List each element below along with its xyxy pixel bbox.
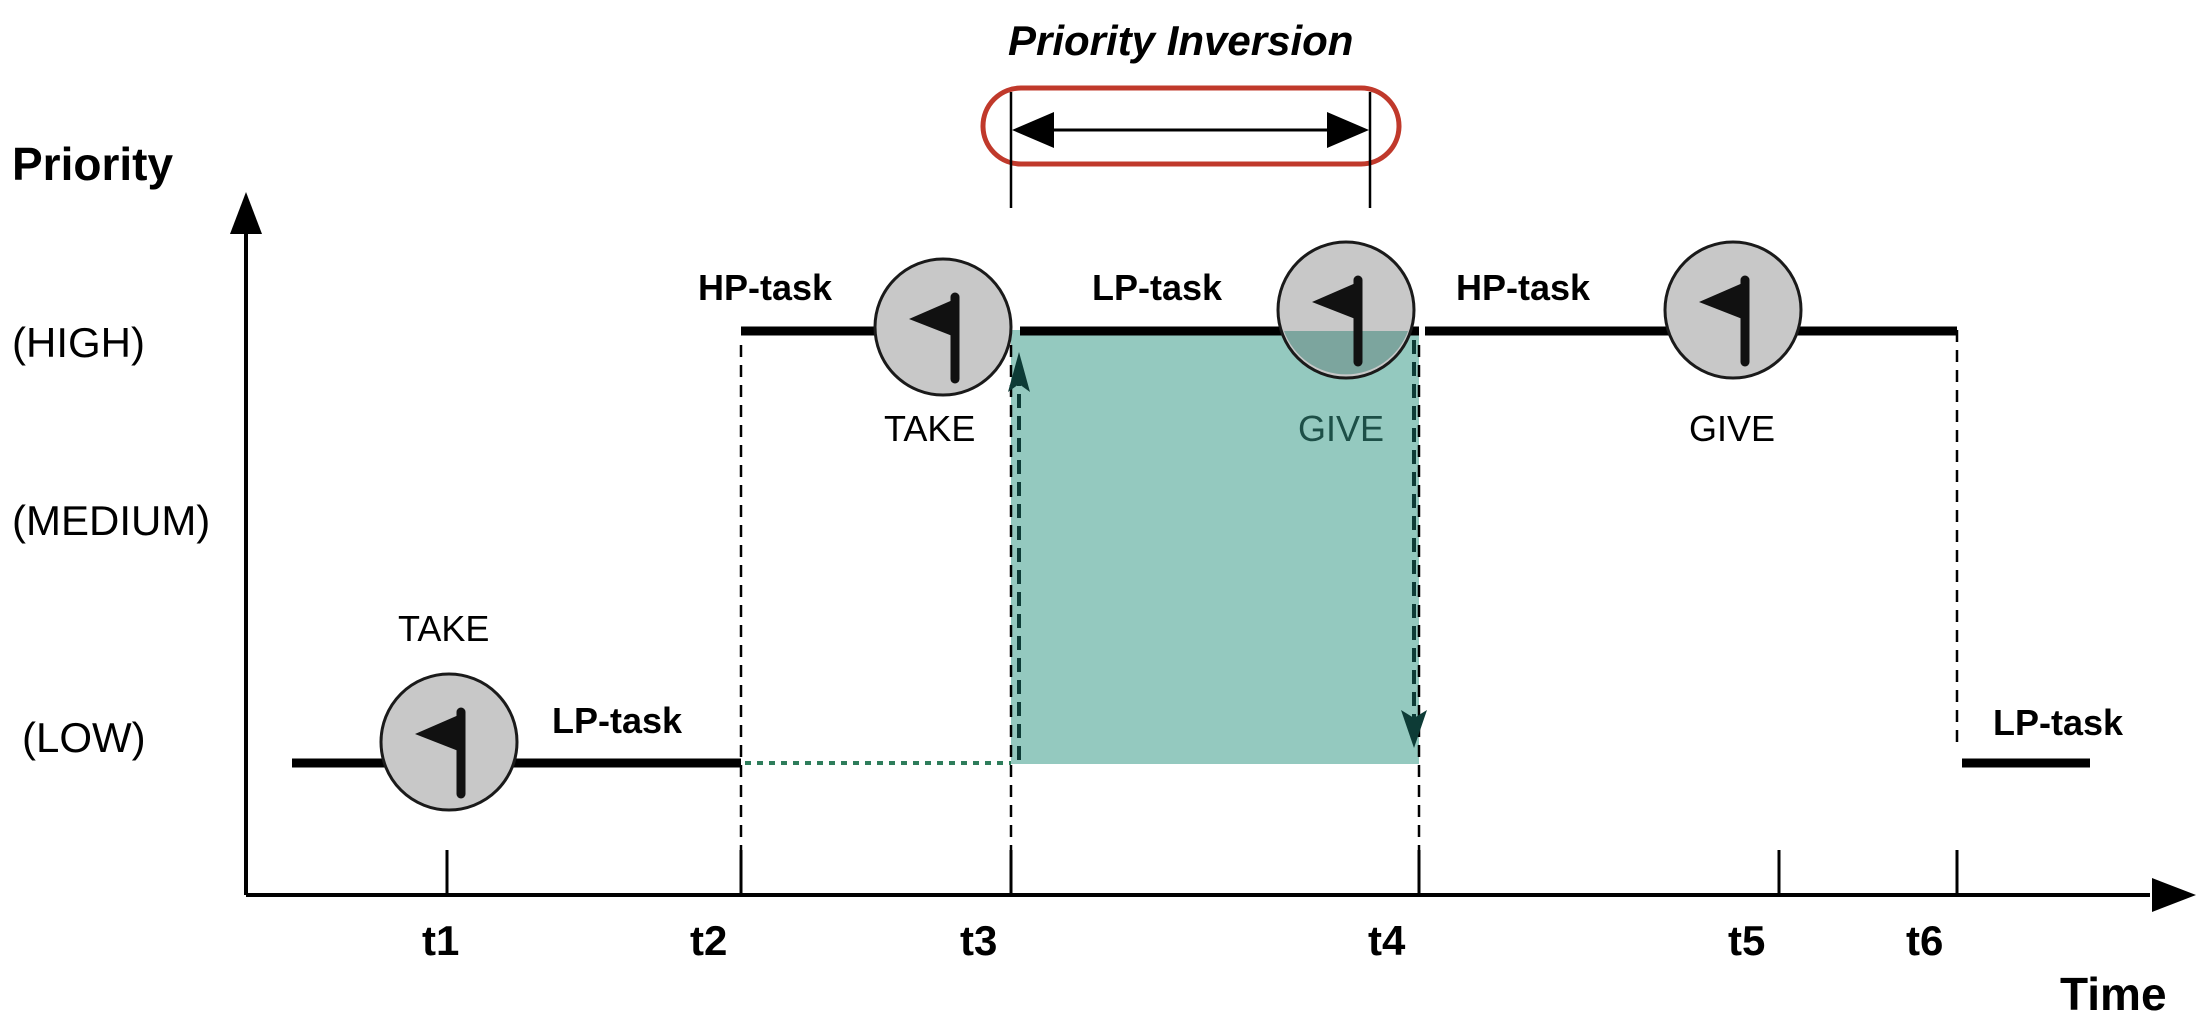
x-tick-t1: t1 (422, 917, 459, 964)
y-axis-title: Priority (12, 138, 173, 190)
y-level-medium: (MEDIUM) (12, 497, 210, 544)
flag-icon (875, 259, 1011, 395)
y-axis-arrow (230, 192, 262, 234)
flag-icon (1276, 240, 1416, 380)
y-level-high: (HIGH) (12, 319, 145, 366)
task-label-hp-2: HP-task (1456, 267, 1591, 308)
flag-icon (1665, 242, 1801, 378)
event-give-1: GIVE (1298, 408, 1384, 449)
task-label-lp-1: LP-task (552, 700, 683, 741)
inversion-region (1011, 330, 1419, 764)
x-axis-arrow (2152, 878, 2196, 912)
task-label-lp-3: LP-task (1993, 702, 2124, 743)
task-label-lp-2: LP-task (1092, 267, 1223, 308)
dashed-guides (739, 330, 1959, 895)
task-label-hp-1: HP-task (698, 267, 833, 308)
inversion-outline (980, 85, 1402, 167)
event-take-1: TAKE (398, 608, 489, 649)
flag-icon (381, 674, 517, 810)
x-tick-marks (445, 850, 1959, 895)
event-give-2: GIVE (1689, 408, 1775, 449)
x-axis-title: Time (2060, 968, 2167, 1020)
priority-restore-arrow (1401, 340, 1427, 748)
x-tick-t2: t2 (690, 917, 727, 964)
x-tick-t4: t4 (1368, 917, 1406, 964)
x-tick-t3: t3 (960, 917, 997, 964)
x-tick-t6: t6 (1906, 917, 1943, 964)
inversion-title: Priority Inversion (1008, 17, 1353, 64)
x-tick-t5: t5 (1728, 917, 1765, 964)
priority-boost-arrow (1008, 352, 1030, 760)
y-level-low: (LOW) (22, 714, 146, 761)
event-take-2: TAKE (884, 408, 975, 449)
inversion-span-arrow (1012, 112, 1369, 148)
